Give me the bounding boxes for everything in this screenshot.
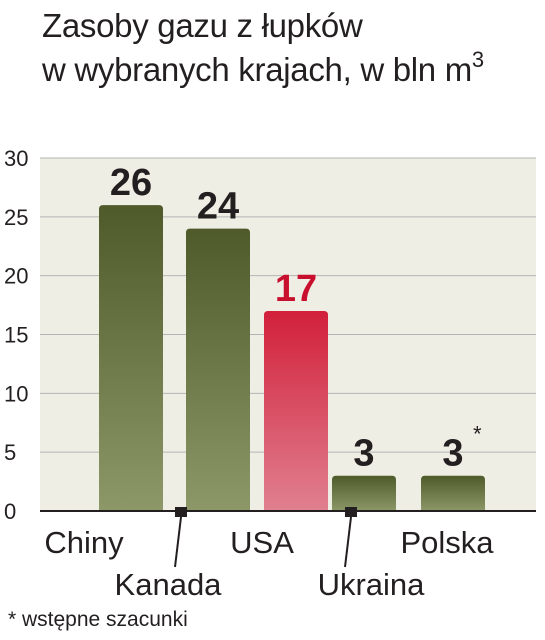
bar [264, 310, 328, 511]
y-tick-label: 20 [4, 264, 28, 289]
category-label: Ukraina [318, 567, 426, 602]
leader-line [174, 516, 182, 568]
footnote-marker: * [473, 422, 482, 447]
chart-title-superscript: 3 [471, 47, 484, 72]
category-label: Polska [400, 525, 494, 560]
bar [99, 205, 163, 512]
bar [421, 475, 485, 511]
bar [186, 228, 250, 511]
y-tick-label: 10 [4, 381, 28, 406]
y-tick-label: 0 [4, 499, 16, 524]
data-label: 17 [275, 268, 317, 310]
data-label: 26 [110, 162, 152, 204]
footnote: * wstępne szacunki [8, 608, 188, 631]
data-label: 3 [442, 433, 463, 475]
category-marker [175, 507, 187, 517]
leader-line [344, 516, 352, 568]
data-label: 24 [197, 186, 239, 228]
category-label: USA [230, 525, 294, 560]
y-tick-label: 5 [4, 440, 16, 465]
chart-title-line-1: Zasoby gazu z łupków [42, 7, 363, 44]
category-marker [345, 507, 357, 517]
y-tick-label: 30 [4, 146, 28, 171]
chart-title-line-2: w wybranych krajach, w bln m3 [42, 47, 542, 90]
y-tick-label: 25 [4, 205, 28, 230]
category-label: Kanada [115, 567, 223, 602]
y-tick-label: 15 [4, 323, 28, 348]
data-label: 3 [353, 433, 374, 475]
chart-title-text: w wybranych krajach, w bln m [42, 51, 472, 88]
category-label: Chiny [44, 525, 124, 560]
bar [332, 475, 396, 511]
